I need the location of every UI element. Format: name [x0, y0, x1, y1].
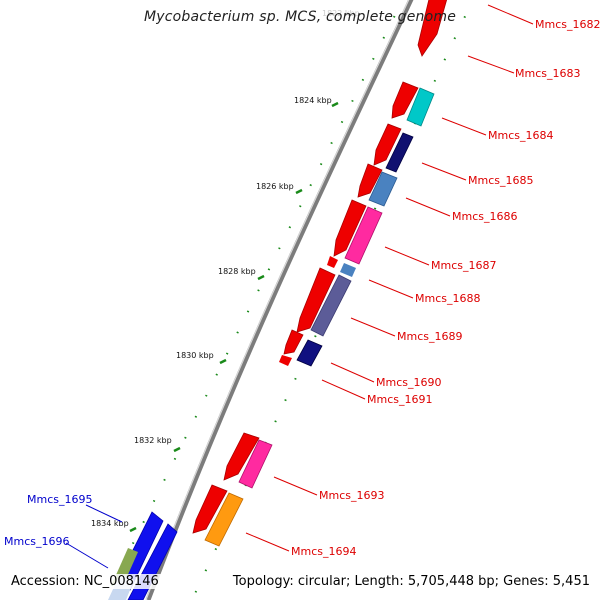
scale-label: 1824 kbp: [294, 96, 332, 105]
gene-mmcs-1682[interactable]: [417, 0, 448, 57]
gene-mmcs-1691-navy[interactable]: [296, 339, 323, 367]
gene-label[interactable]: Mmcs_1691: [367, 393, 432, 406]
gene-mmcs-1686-steelblue[interactable]: [368, 171, 398, 207]
tick-ring-major: [129, 101, 339, 533]
gene-label[interactable]: Mmcs_1693: [319, 489, 384, 502]
connector-1693: [273, 476, 318, 496]
connector-1690: [330, 362, 375, 383]
connector-1686: [405, 197, 451, 217]
connector-1695: [85, 504, 123, 523]
genome-backbone-highlight: [145, 0, 410, 600]
connector-1696: [65, 542, 109, 569]
gene-label[interactable]: Mmcs_1683: [515, 67, 580, 80]
gene-mmcs-1684-red[interactable]: [391, 81, 419, 119]
gene-mmcs-1690-red[interactable]: [283, 329, 304, 355]
gene-label[interactable]: Mmcs_1688: [415, 292, 480, 305]
gene-mmcs-1686-red[interactable]: [357, 163, 383, 198]
gene-label[interactable]: Mmcs_1694: [291, 545, 356, 558]
gene-track-inner: [204, 87, 435, 547]
gene-small-red-1[interactable]: [327, 256, 338, 268]
connector-1694: [245, 532, 290, 552]
scale-label: 1830 kbp: [176, 351, 214, 360]
label-connectors: [65, 4, 534, 569]
gene-mmcs-1693-pink[interactable]: [238, 439, 273, 489]
map-title: Mycobacterium sp. MCS, complete genome: [143, 9, 457, 25]
gene-label[interactable]: Mmcs_1686: [452, 210, 517, 223]
gene-label[interactable]: Mmcs_1696: [4, 535, 69, 548]
gene-mmcs-1693-red[interactable]: [223, 432, 260, 481]
gene-mmcs-1689-slate[interactable]: [310, 274, 352, 337]
connector-1689: [350, 317, 396, 337]
gene-label[interactable]: Mmcs_1682: [535, 18, 600, 31]
gene-mmcs-1694-orange[interactable]: [204, 492, 244, 547]
gene-mmcs-1687-pink[interactable]: [344, 206, 383, 265]
gene-mmcs-1687-red[interactable]: [333, 199, 367, 257]
genome-backbone: [145, 0, 414, 600]
gene-track-outer: [192, 0, 448, 534]
genome-summary: Topology: circular; Length: 5,705,448 bp…: [230, 574, 592, 589]
connector-1687: [384, 246, 430, 266]
scale-label: 1828 kbp: [218, 267, 256, 276]
gene-label[interactable]: Mmcs_1684: [488, 129, 553, 142]
connector-1685: [421, 162, 467, 181]
gene-mmcs-1685-red[interactable]: [373, 123, 402, 166]
gene-small-red-2[interactable]: [279, 355, 292, 366]
gene-label[interactable]: Mmcs_1695: [27, 493, 92, 506]
tick-ring-inner: [103, 0, 404, 600]
connector-1684: [441, 117, 487, 136]
gene-mmcs-1694-red[interactable]: [192, 484, 228, 534]
gene-mmcs-1685-navy[interactable]: [385, 132, 414, 173]
gene-label[interactable]: Mmcs_1687: [431, 259, 496, 272]
gene-mmcs-1683-cyan[interactable]: [406, 87, 435, 127]
connector-1682: [487, 4, 534, 25]
scale-label: 1834 kbp: [91, 519, 129, 528]
connector-1683: [467, 55, 515, 74]
connector-1691: [321, 379, 366, 400]
connector-1688: [368, 279, 414, 299]
scale-label: 1826 kbp: [256, 182, 294, 191]
gene-mmcs-1689-red[interactable]: [296, 267, 336, 333]
accession-label: Accession: NC_008146: [9, 574, 161, 589]
scale-label-top-faded: 1822 kbp: [322, 9, 360, 18]
scale-label: 1832 kbp: [134, 436, 172, 445]
gene-mmcs-1688-steelblue[interactable]: [340, 263, 356, 277]
gene-label[interactable]: Mmcs_1690: [376, 376, 441, 389]
gene-label[interactable]: Mmcs_1689: [397, 330, 462, 343]
gene-label[interactable]: Mmcs_1685: [468, 174, 533, 187]
